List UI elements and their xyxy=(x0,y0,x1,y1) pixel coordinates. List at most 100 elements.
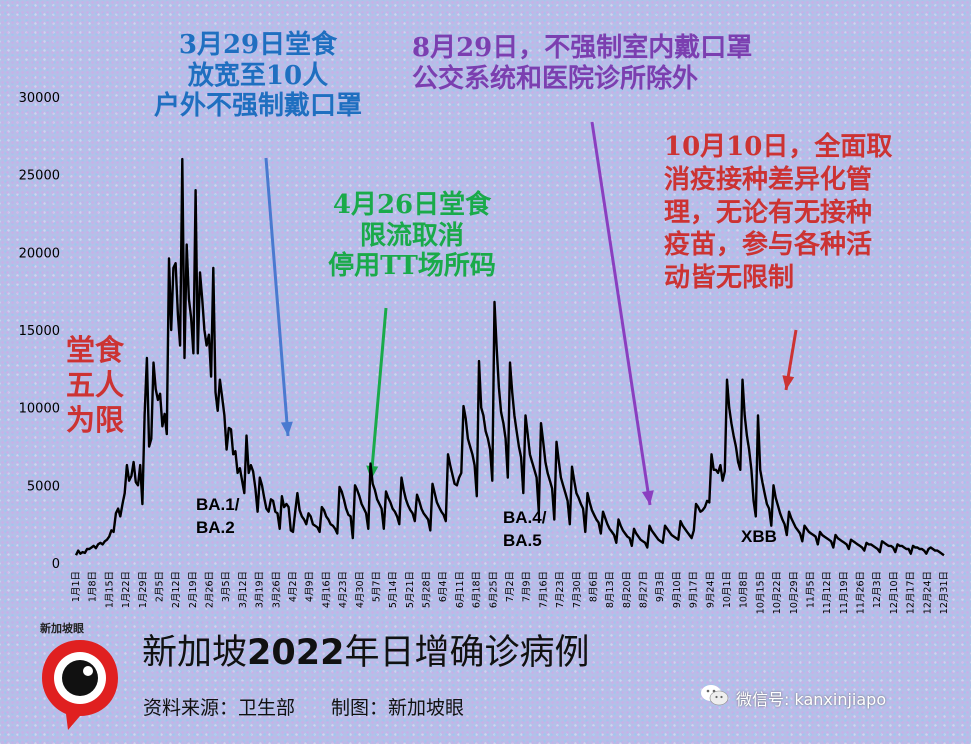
x-tick-label: 5月28日 xyxy=(422,571,433,608)
x-tick-label: 7月9日 xyxy=(522,571,533,602)
x-tick-label: 8月6日 xyxy=(588,571,599,602)
arrow-apr26 xyxy=(366,307,388,481)
x-tick-label: 8月13日 xyxy=(605,571,616,608)
x-tick-label: 5月21日 xyxy=(405,571,416,608)
annotation-arrows xyxy=(264,121,798,506)
x-tick-label: 10月1日 xyxy=(722,571,733,608)
x-tick-label: 12月3日 xyxy=(872,571,883,608)
annotation-mar29: 3月29日堂食 放宽至10人 户外不强制戴口罩 xyxy=(120,30,396,122)
y-tick-label: 15000 xyxy=(19,324,60,339)
annotation-line: 动皆无限制 xyxy=(664,263,795,293)
x-tick-label: 1月1日 xyxy=(71,571,82,602)
x-tick-label: 8月20日 xyxy=(622,571,633,608)
x-tick-label: 9月24日 xyxy=(705,571,716,608)
x-tick-label: 11月5日 xyxy=(805,571,816,608)
variant-label-line: BA.1/ xyxy=(196,495,240,514)
annotation-line: 堂食 xyxy=(66,333,125,367)
annotation-line: 3月29日堂食 xyxy=(178,30,338,60)
x-tick-label: 7月30日 xyxy=(572,571,583,608)
x-tick-label: 7月2日 xyxy=(505,571,516,602)
x-tick-label: 7月23日 xyxy=(555,571,566,608)
x-tick-label: 10月29日 xyxy=(789,571,800,614)
annotation-line: 五人 xyxy=(66,367,125,402)
arrow-mar29 xyxy=(264,157,293,437)
variant-label-line: BA.2 xyxy=(196,517,235,537)
annotation-line: 为限 xyxy=(66,402,125,437)
x-tick-label: 4月2日 xyxy=(288,571,299,602)
annotation-aug29: 8月29日，不强制室内戴口罩 公交系统和医院诊所除外 xyxy=(412,33,752,94)
logo-text: 新加坡眼 xyxy=(40,622,84,635)
y-tick-label: 10000 xyxy=(19,402,60,417)
annotation-line: 消疫接种差异化管 xyxy=(664,164,873,195)
y-axis: 0 5000 10000 15000 20000 25000 30000 xyxy=(19,91,60,572)
y-tick-label: 20000 xyxy=(19,246,60,261)
x-tick-label: 1月15日 xyxy=(104,571,115,608)
chart-source: 资料来源：卫生部 制图：新加坡眼 xyxy=(143,693,464,720)
series-line xyxy=(74,157,945,557)
x-tick-label: 2月19日 xyxy=(188,571,199,608)
source-text: 资料来源：卫生部 xyxy=(143,697,296,719)
x-tick-label: 5月14日 xyxy=(388,571,399,608)
annotation-dine-five: 堂食 五人 为限 xyxy=(66,333,124,437)
annotation-line: 10月10日，全面取 xyxy=(664,132,893,162)
variant-label-xbb: XBB xyxy=(741,526,777,549)
chart-title: 新加坡2022年日增确诊病例 xyxy=(142,633,590,673)
annotation-line: 户外不强制戴口罩 xyxy=(153,91,362,122)
x-tick-label: 6月25日 xyxy=(488,571,499,608)
arrow-oct10 xyxy=(782,329,798,391)
annotation-line: 限流取消 xyxy=(359,220,464,251)
annotation-line: 4月26日堂食 xyxy=(332,190,492,220)
x-tick-label: 6月4日 xyxy=(438,571,449,602)
credit-text: 制图：新加坡眼 xyxy=(331,697,465,719)
x-tick-label: 4月9日 xyxy=(305,571,316,602)
x-tick-label: 10月8日 xyxy=(739,571,750,608)
x-tick-label: 1月29日 xyxy=(138,571,149,608)
y-tick-label: 0 xyxy=(52,557,60,572)
annotation-oct10: 10月10日，全面取 消疫接种差异化管 理，无论有无接种 疫苗，参与各种活 动皆无限制 xyxy=(664,131,892,295)
y-tick-label: 25000 xyxy=(19,169,60,184)
x-tick-label: 10月15日 xyxy=(755,571,766,614)
x-tick-label: 6月18日 xyxy=(472,571,483,608)
wechat-id: 微信号: kanxinjiapo xyxy=(736,690,887,709)
x-tick-label: 4月30日 xyxy=(355,571,366,608)
x-tick-label: 12月31日 xyxy=(939,571,950,614)
x-tick-label: 1月22日 xyxy=(121,571,132,608)
x-tick-label: 11月19日 xyxy=(839,571,850,614)
variant-label-line: XBB xyxy=(741,527,777,546)
x-tick-label: 9月3日 xyxy=(655,571,666,602)
x-tick-label: 3月19日 xyxy=(255,571,266,608)
annotation-apr26: 4月26日堂食 限流取消 停用TT场所码 xyxy=(296,190,528,282)
annotation-line: 公交系统和医院诊所除外 xyxy=(412,63,699,94)
variant-label-line: BA.5 xyxy=(503,530,542,550)
annotation-line: 8月29日，不强制室内戴口罩 xyxy=(412,33,753,63)
x-tick-label: 12月10日 xyxy=(889,571,900,614)
x-tick-label: 11月12日 xyxy=(822,571,833,614)
x-tick-label: 10月22日 xyxy=(772,571,783,614)
x-tick-label: 7月16日 xyxy=(538,571,549,608)
annotation-line: 停用TT场所码 xyxy=(328,251,496,282)
annotation-line: 放宽至10人 xyxy=(187,60,329,91)
x-tick-label: 6月11日 xyxy=(455,571,466,608)
x-axis: 1月1日 1月8日 1月15日 1月22日 1月29日 2月5日 2月12日 2月19日 2月2… xyxy=(71,571,950,614)
x-tick-label: 1月8日 xyxy=(88,571,99,602)
annotation-line: 理，无论有无接种 xyxy=(664,197,873,228)
x-tick-label: 2月26日 xyxy=(205,571,216,608)
x-tick-label: 3月5日 xyxy=(221,571,232,602)
x-tick-label: 4月23日 xyxy=(338,571,349,608)
x-tick-label: 11月26日 xyxy=(856,571,867,614)
variant-label-ba45: BA.4/BA.5 xyxy=(503,507,546,553)
variant-label-line: BA.4/ xyxy=(503,508,547,527)
x-tick-label: 2月5日 xyxy=(154,571,165,602)
x-tick-label: 5月7日 xyxy=(371,571,382,602)
x-tick-label: 12月17日 xyxy=(906,571,917,614)
logo-eye-icon xyxy=(42,640,118,730)
x-tick-label: 3月26日 xyxy=(271,571,282,608)
x-tick-label: 9月10日 xyxy=(672,571,683,608)
x-tick-label: 3月12日 xyxy=(238,571,249,608)
variant-label-ba12: BA.1/BA.2 xyxy=(196,494,239,540)
y-tick-label: 30000 xyxy=(19,91,60,106)
x-tick-label: 12月24日 xyxy=(922,571,933,614)
x-tick-label: 8月27日 xyxy=(639,571,650,608)
